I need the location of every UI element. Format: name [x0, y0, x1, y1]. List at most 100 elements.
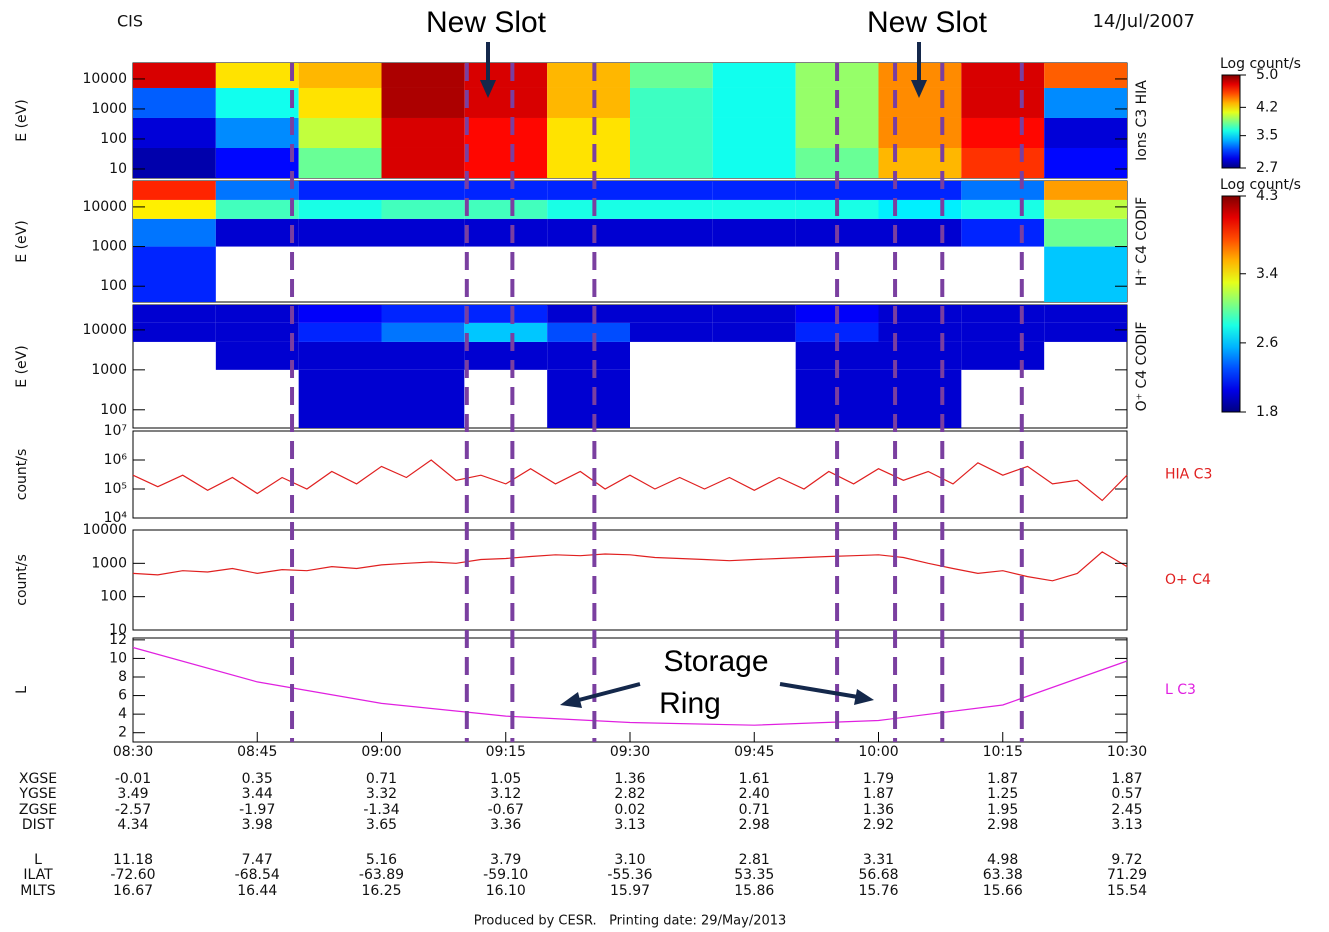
heatmap-cell [1044, 218, 1127, 247]
plot-frame [132, 637, 1128, 743]
arrows [480, 42, 927, 708]
heatmap-cell [712, 117, 796, 148]
heatmap-cell [215, 322, 299, 342]
heatmap-cell [1044, 147, 1127, 178]
table-cell: 1.95 [987, 802, 1018, 818]
heatmap-cell [464, 341, 548, 370]
y-tick-label: 100 [100, 278, 127, 294]
heatmap-cell [878, 305, 962, 323]
y-tick-label: 2 [118, 725, 127, 741]
heatmap-cell [215, 341, 299, 370]
heatmap-cell [464, 181, 548, 200]
heatmap-cell [133, 199, 216, 219]
heatmap-cell [1044, 63, 1127, 88]
heatmap-cell [961, 147, 1045, 178]
table-cell: 3.65 [366, 817, 397, 833]
colorbar-label: Log count/s [1220, 177, 1301, 193]
y-tick-label: 10 [109, 650, 127, 666]
row-label: L [34, 852, 42, 868]
table-cell: 3.31 [863, 852, 894, 868]
plot-frame [132, 529, 1128, 631]
heatmap-cell [298, 181, 382, 200]
y-tick-label: 12 [109, 632, 127, 648]
table-cell: 0.71 [366, 771, 397, 787]
heatmap-cell [215, 181, 299, 200]
table-cell: 2.81 [739, 852, 770, 868]
heatmap-cell [961, 181, 1045, 200]
table-cell: 7.47 [242, 852, 273, 868]
table-cell: 1.61 [739, 771, 770, 787]
heatmap-cell [133, 322, 216, 342]
annotation: Ring [659, 687, 721, 720]
heatmap-cell [215, 147, 299, 178]
y-tick-label: 8 [118, 669, 127, 685]
heatmap-cell [547, 341, 630, 370]
heatmap-cell [1044, 322, 1127, 342]
heatmap-cell [630, 87, 713, 118]
heatmap-cell [961, 199, 1045, 219]
heatmap-cell [712, 322, 796, 342]
y-axis-label: E (eV) [14, 220, 30, 262]
heatmap-cell [133, 147, 216, 178]
row-label: DIST [22, 817, 55, 833]
heatmap-cell [630, 147, 713, 178]
side-label: L C3 [1165, 682, 1196, 698]
table-cell: 53.35 [734, 867, 774, 883]
instrument: CIS [117, 12, 143, 31]
heatmap-cell [712, 199, 796, 219]
heatmap-cell [133, 63, 216, 88]
heatmap-cell [795, 181, 879, 200]
heatmap-cell [298, 87, 382, 118]
heatmap-cell [381, 322, 465, 342]
table-cell: -0.01 [115, 771, 151, 787]
y-tick-label: 6 [118, 688, 127, 704]
y-axis-label: count/s [14, 449, 30, 501]
heatmap-cell [464, 117, 548, 148]
table-cell: 4.98 [987, 852, 1018, 868]
table-cell: -68.54 [235, 867, 280, 883]
y-tick-label: 10⁴ [104, 510, 128, 526]
heatmap-cell [298, 305, 382, 323]
table-cell: 3.36 [490, 817, 521, 833]
table-cell: -1.34 [363, 802, 399, 818]
table-cell: 16.44 [237, 883, 277, 899]
colorbar-tick-label: 2.7 [1256, 160, 1278, 176]
heatmap-cell [298, 147, 382, 178]
table-cell: 1.87 [1111, 771, 1142, 787]
x-tick-label: 10:15 [983, 744, 1023, 760]
heatmap-cell [215, 87, 299, 118]
colorbar-label: Log count/s [1220, 56, 1301, 72]
heatmap-cell [298, 322, 382, 342]
heatmap-cell [712, 63, 796, 88]
heatmap-cell [547, 63, 630, 88]
table-cell: 5.16 [366, 852, 397, 868]
y-tick-label: 10 [109, 161, 127, 177]
table-cell: 2.98 [987, 817, 1018, 833]
colorbar-tick-label: 2.6 [1256, 335, 1278, 351]
annotation: Storage [663, 645, 768, 678]
heatmap-cell [878, 369, 962, 428]
heatmap-cell [630, 63, 713, 88]
y-tick-label: 1000 [91, 555, 127, 571]
table-cell: 3.79 [490, 852, 521, 868]
data-line [132, 459, 1128, 502]
y-tick-label: 10000 [82, 522, 127, 538]
table-cell: 3.44 [242, 786, 273, 802]
colorbar-tick-label: 4.3 [1256, 188, 1278, 204]
y-tick-label: 10⁵ [104, 481, 127, 497]
table-cell: 56.68 [858, 867, 898, 883]
y-tick-label: 10000 [82, 199, 127, 215]
y-tick-label: 10⁷ [104, 423, 127, 439]
table-cell: 15.86 [734, 883, 774, 899]
heatmap-cell [630, 199, 713, 219]
heatmap-cell [547, 181, 630, 200]
heatmap-cell [381, 341, 465, 370]
y-tick-label: 10 [109, 622, 127, 638]
heatmap-cell [464, 305, 548, 323]
y-axis-label: L [14, 686, 30, 694]
row-label: YGSE [18, 786, 56, 802]
heatmap-cell [133, 181, 216, 200]
data-line [132, 551, 1128, 582]
heatmap-cell [630, 322, 713, 342]
table-cell: 15.76 [858, 883, 898, 899]
